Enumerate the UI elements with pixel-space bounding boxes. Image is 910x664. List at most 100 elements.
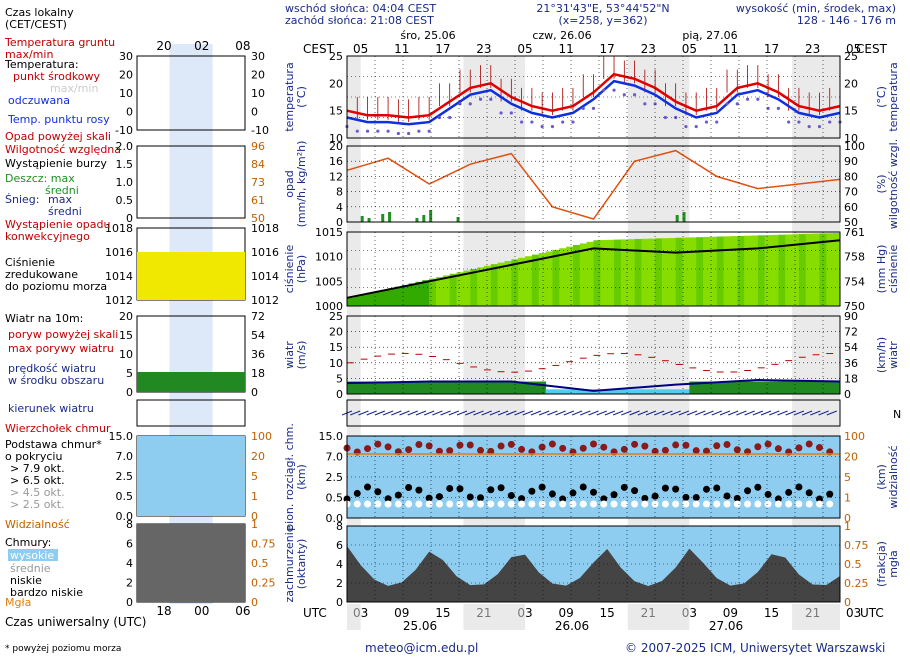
- wind-area: [525, 381, 533, 394]
- cloud-base-dot: [466, 493, 474, 501]
- dew-point-dot: [550, 125, 555, 129]
- wind-area: [805, 381, 814, 394]
- wind-direction-arrow: [637, 410, 649, 416]
- legend-tick-right: 73: [251, 176, 265, 189]
- wind-direction-arrow: [703, 410, 714, 416]
- panel-frame: [346, 525, 841, 603]
- axis-title-line: opad: [283, 170, 296, 197]
- wind-area: [757, 381, 766, 394]
- axis-title-line: wilgotność wzgl.: [887, 139, 900, 229]
- legend-tick-right: 84: [251, 158, 265, 171]
- cloud-base-dot: [795, 483, 803, 491]
- cloud-top-dot: [538, 443, 546, 451]
- cloud-base-dot: [826, 490, 834, 498]
- cloud-base-dot: [446, 484, 454, 492]
- cloud-base-dot: [744, 500, 752, 508]
- axis-title-line: widzialność: [887, 445, 900, 508]
- cloud-base-dot: [600, 500, 608, 508]
- day-label-bottom: 25.06: [403, 619, 437, 633]
- legend-pressure: do poziomu morza: [5, 280, 107, 293]
- axis-title-line: (hPa): [295, 255, 308, 283]
- pressure-area: [353, 296, 362, 306]
- wind-direction-arrow: [793, 410, 805, 416]
- legend-tick-right: 20: [251, 69, 265, 82]
- wind-direction-arrow: [580, 410, 591, 416]
- sunrise-text: wschód słońca: 04:04 CEST: [285, 2, 436, 15]
- utc-hour-tick: 03: [846, 606, 861, 620]
- cest-label-right: CEST: [856, 42, 888, 56]
- wind-direction-arrow: [547, 410, 558, 416]
- pressure-area: [559, 248, 567, 306]
- cloud-base-dot: [415, 500, 423, 508]
- y-tick-right: 0: [844, 596, 851, 609]
- utc-label-right: UTC: [860, 606, 884, 620]
- wind-area: [620, 389, 629, 394]
- pressure-area: [456, 272, 464, 306]
- pressure-area: [504, 261, 512, 306]
- wind-area: [497, 381, 505, 394]
- wind-area: [682, 389, 690, 394]
- pressure-area: [730, 236, 738, 306]
- wind-area: [347, 381, 355, 394]
- wind-direction-arrow: [555, 410, 566, 416]
- cloud-base-dot: [774, 500, 782, 508]
- legend-tick-left: 10: [119, 87, 133, 100]
- legend-tick-left: 1.5: [116, 158, 134, 171]
- cloud-top-dot: [497, 442, 505, 450]
- cloud-base-dot: [795, 500, 803, 508]
- legend-utc-tick: 18: [156, 604, 171, 618]
- wind-direction-arrow: [662, 410, 673, 416]
- cloud-top-dot: [466, 441, 474, 449]
- legend-okt: > 6.5 okt.: [10, 474, 65, 487]
- y-tick-right: 761: [844, 226, 865, 239]
- pressure-area: [429, 278, 437, 306]
- utc-hour-tick: 09: [394, 606, 409, 620]
- cloud-base-dot: [713, 484, 721, 492]
- pressure-area: [641, 238, 649, 306]
- cloud-base-dot: [641, 494, 649, 502]
- y-tick-left: 15: [329, 341, 343, 354]
- pressure-area: [552, 249, 560, 306]
- cloud-base-dot: [507, 492, 515, 500]
- dew-point-dot: [407, 131, 411, 136]
- wind-area: [812, 381, 820, 394]
- axis-title-line: temperatura: [283, 62, 296, 131]
- legend-tick-right: 0: [251, 596, 258, 609]
- legend-tick-left: 1.0: [116, 176, 134, 189]
- legend-tick-right: 1018: [251, 222, 279, 235]
- pressure-area: [648, 238, 656, 306]
- legend-tick-right: 0.75: [251, 538, 276, 551]
- pressure-area: [750, 235, 759, 306]
- pressure-area: [470, 269, 478, 306]
- cloud-top-dot: [641, 442, 649, 450]
- cloud-base-dot: [805, 489, 813, 497]
- wind-direction-arrow: [382, 410, 394, 416]
- dew-point-dot: [386, 129, 390, 133]
- cloud-top-dot: [815, 444, 823, 452]
- y-tick-right: 10: [844, 132, 858, 145]
- axis-title-line: mgła: [887, 550, 900, 578]
- cloud-top-dot: [682, 441, 690, 449]
- axis-title: (%) wilgotność wzgl.: [875, 139, 900, 229]
- wind-direction-arrow: [678, 410, 690, 416]
- wind-area: [826, 381, 834, 394]
- legend-okt: > 2.5 okt.: [10, 498, 65, 511]
- local-hour-tick: 05: [846, 42, 861, 56]
- panel-frame: [346, 231, 841, 307]
- axis-title-line: (°C): [875, 86, 888, 108]
- cloud-top-dot: [435, 447, 443, 455]
- y-tick-left: 20: [329, 77, 343, 90]
- y-tick-left: 2.5: [326, 471, 344, 484]
- cloud-base-dot: [579, 500, 587, 508]
- cloud-top-dot: [518, 445, 526, 453]
- axis-title: (°C) temperatura: [875, 62, 900, 131]
- panel-frame: [346, 399, 841, 427]
- wind-area: [716, 381, 725, 394]
- legend-snow: Śnieg:: [5, 193, 39, 206]
- legend-tick-left: 1014: [105, 270, 133, 283]
- panel-frame: [346, 435, 841, 519]
- y-tick-left: 8: [336, 186, 343, 199]
- cloud-base-dot: [569, 489, 577, 497]
- rain-bar: [682, 212, 686, 222]
